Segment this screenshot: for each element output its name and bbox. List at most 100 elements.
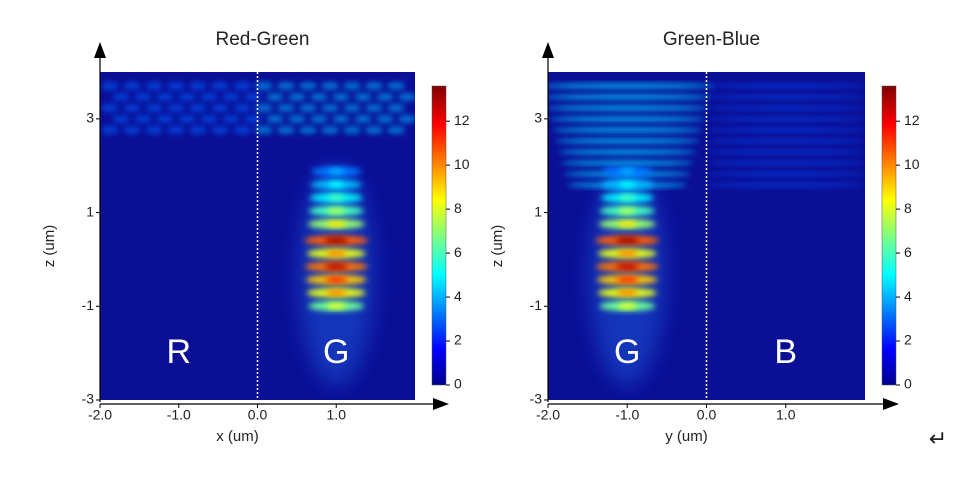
field-lobe-core <box>326 303 346 309</box>
region-label: G <box>614 333 640 371</box>
field-lobe-core <box>328 168 345 175</box>
x-tick-label: 1.0 <box>776 407 796 423</box>
field-lobe-core <box>618 194 636 201</box>
colorbar <box>881 85 897 386</box>
field-fringe <box>354 93 372 101</box>
field-fringe <box>255 104 273 112</box>
field-lobe-core <box>325 250 347 257</box>
colorbar <box>431 85 447 386</box>
colorbar-tick-label: 4 <box>454 288 462 304</box>
field-fringe <box>112 93 130 101</box>
field-fringe <box>387 82 405 90</box>
field-fringe <box>332 93 350 101</box>
x-arrow <box>883 398 899 410</box>
field-fringe <box>123 82 141 90</box>
chart-title: Red-Green <box>216 29 310 50</box>
field-fringe <box>365 126 383 134</box>
field-lobe-core <box>326 207 346 214</box>
field-fringe <box>178 93 196 101</box>
field-fringe <box>706 105 865 111</box>
field-fringe <box>255 126 273 134</box>
field-lobe-core <box>616 250 638 257</box>
colorbar-tick-label: 6 <box>454 244 462 260</box>
field-fringe <box>376 115 394 123</box>
chart-title: Green-Blue <box>663 29 760 50</box>
field-fringe <box>145 104 163 112</box>
y-tick-label: -1 <box>82 297 95 313</box>
field-fringe <box>167 126 185 134</box>
field-fringe <box>365 104 383 112</box>
x-tick-label: -2.0 <box>88 407 112 423</box>
field-fringe <box>200 93 218 101</box>
region-label: R <box>166 333 191 371</box>
field-fringe <box>123 126 141 134</box>
field-fringe <box>552 127 703 133</box>
field-fringe <box>555 138 700 144</box>
field-lobe-core <box>617 303 637 309</box>
x-tick-label: 1.0 <box>327 407 347 423</box>
field-fringe <box>211 82 229 90</box>
field-lobe-core <box>616 276 639 283</box>
field-lobe-core <box>324 237 349 244</box>
field-fringe <box>321 82 339 90</box>
y-tick-label: -3 <box>530 391 543 407</box>
field-fringe <box>233 82 251 90</box>
field-fringe <box>321 104 339 112</box>
field <box>548 83 865 386</box>
field-lobe-core <box>325 276 348 283</box>
heatmap-panel: G B -2.0 -1.0 0.0 1.0 -3 -1 1 3 y (um) z (um) Green-… <box>489 29 920 445</box>
y-arrow <box>94 42 106 58</box>
field-fringe <box>343 82 361 90</box>
field-fringe <box>376 93 394 101</box>
field-fringe <box>706 94 865 100</box>
field-fringe <box>549 116 706 122</box>
field-fringe <box>299 82 317 90</box>
field-lobe-core <box>617 207 637 214</box>
field-fringe <box>365 82 383 90</box>
colorbar-tick-label: 10 <box>454 156 470 172</box>
field-fringe <box>398 93 415 101</box>
field-fringe <box>200 115 218 123</box>
field-fringe <box>706 127 865 133</box>
x-tick-label: -1.0 <box>615 407 639 423</box>
x-arrow <box>433 398 449 410</box>
field-fringe <box>277 82 295 90</box>
field-fringe <box>561 160 694 166</box>
x-tick-label: -1.0 <box>167 407 191 423</box>
colorbar-tick-label: 12 <box>454 112 470 128</box>
field-lobe-core <box>324 263 348 270</box>
field-lobe-core <box>618 181 636 188</box>
field-fringe <box>299 126 317 134</box>
field-lobe-core <box>619 168 636 175</box>
field-fringe <box>101 82 119 90</box>
field-fringe <box>548 105 709 111</box>
field-lobe-core <box>327 181 345 188</box>
field <box>101 82 415 386</box>
field-fringe <box>706 160 865 166</box>
colorbar-tick-label: 10 <box>904 156 920 172</box>
colorbar-tick-label: 12 <box>904 112 920 128</box>
field-fringe <box>101 104 119 112</box>
colorbar-tick-label: 8 <box>454 200 462 216</box>
colorbar-tick-label: 2 <box>904 332 912 348</box>
colorbar-tick-label: 6 <box>904 244 912 260</box>
x-tick-label: -2.0 <box>536 407 560 423</box>
x-tick-label: 0.0 <box>697 407 717 423</box>
y-axis-label: z (um) <box>489 225 506 268</box>
field-fringe <box>288 115 306 123</box>
field-lobe-core <box>325 289 347 296</box>
field-fringe <box>101 126 119 134</box>
field-fringe <box>189 126 207 134</box>
field-fringe <box>277 126 295 134</box>
field-lobe-core <box>327 194 345 201</box>
field-fringe <box>387 126 405 134</box>
field-fringe <box>266 115 284 123</box>
colorbar-tick-label: 4 <box>904 288 912 304</box>
field-fringe <box>277 104 295 112</box>
y-tick-label: 1 <box>534 203 542 219</box>
y-tick-label: 3 <box>534 110 542 126</box>
field-lobe-core <box>326 221 347 227</box>
x-axis-label: y (um) <box>665 428 708 445</box>
field-fringe <box>354 115 372 123</box>
